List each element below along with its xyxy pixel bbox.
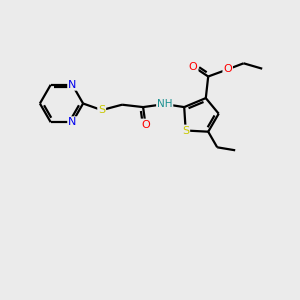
Text: S: S <box>182 125 189 136</box>
Text: NH: NH <box>157 99 172 109</box>
Text: N: N <box>68 117 76 127</box>
Text: O: O <box>223 64 232 74</box>
Text: N: N <box>68 80 76 90</box>
Text: S: S <box>98 105 105 115</box>
Text: O: O <box>141 119 150 130</box>
Text: O: O <box>189 62 198 72</box>
